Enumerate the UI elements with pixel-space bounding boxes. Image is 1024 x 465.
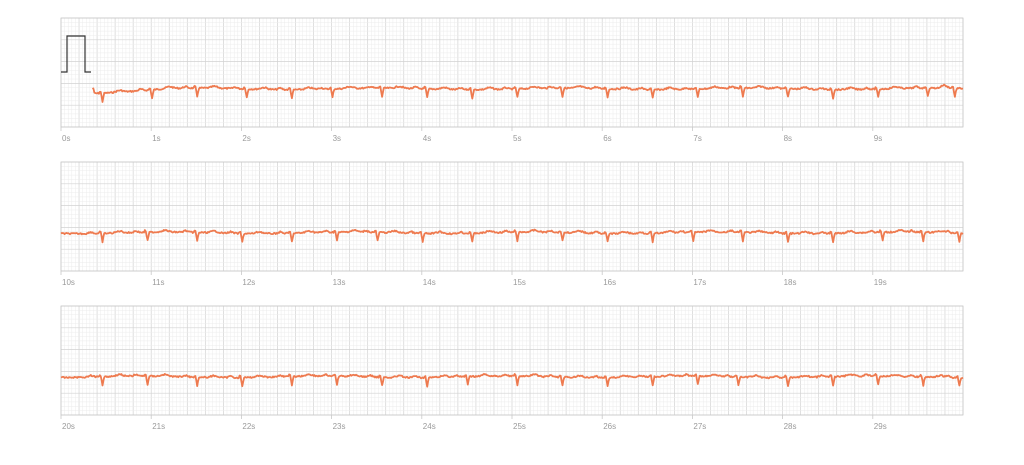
grid: [60, 161, 964, 272]
x-tick-label: 5s: [513, 134, 521, 143]
x-tick-label: 24s: [423, 422, 436, 431]
x-tick-label: 14s: [423, 278, 436, 287]
x-tick-label: 15s: [513, 278, 526, 287]
x-tick-label: 16s: [603, 278, 616, 287]
ecg-trace-2: [60, 373, 964, 388]
x-tick-label: 27s: [693, 422, 706, 431]
grid: [60, 305, 964, 416]
x-tick-label: 6s: [603, 134, 611, 143]
x-tick-label: 11s: [152, 278, 164, 287]
x-tick-label: 20s: [62, 422, 75, 431]
x-tick-label: 17s: [693, 278, 706, 287]
grid: [60, 17, 964, 128]
ecg-strip-2: 20s 21s 22s 23s 24s 25s 26s 27s 28s 29s: [60, 305, 964, 431]
x-tick-label: 8s: [784, 134, 792, 143]
x-tick-label: 12s: [242, 278, 255, 287]
x-tick-label: 19s: [874, 278, 887, 287]
x-tick-label: 28s: [784, 422, 797, 431]
x-tick-label: 4s: [423, 134, 431, 143]
x-tick-label: 18s: [784, 278, 797, 287]
x-tick-label: 1s: [152, 134, 160, 143]
x-tick-label: 21s: [152, 422, 165, 431]
x-tick-label: 25s: [513, 422, 526, 431]
ecg-strip-0: 0s 1s 2s 3s 4s 5s 6s 7s 8s 9s: [60, 17, 964, 143]
x-tick-label: 26s: [603, 422, 616, 431]
x-tick-label: 23s: [333, 422, 346, 431]
x-tick-label: 0s: [62, 134, 70, 143]
x-tick-label: 2s: [242, 134, 250, 143]
x-tick-label: 3s: [333, 134, 341, 143]
ecg-strip-1: 10s 11s 12s 13s 14s 15s 16s 17s 18s 19s: [60, 161, 964, 287]
x-tick-label: 7s: [693, 134, 701, 143]
x-tick-label: 9s: [874, 134, 882, 143]
x-tick-label: 13s: [333, 278, 346, 287]
x-tick-label: 29s: [874, 422, 887, 431]
ecg-trace-0: [91, 83, 964, 103]
ecg-trace-1: [60, 228, 964, 244]
x-tick-label: 10s: [62, 278, 75, 287]
x-tick-label: 22s: [242, 422, 255, 431]
calibration-pulse: [61, 35, 91, 73]
